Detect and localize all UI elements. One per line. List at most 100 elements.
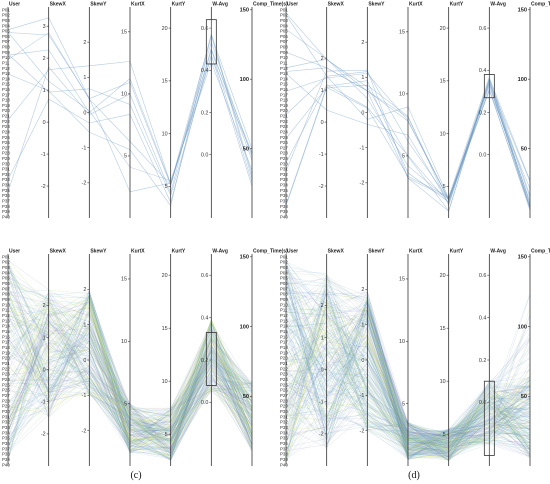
axis-skewx[interactable]: SkewX 2 1 0 -1 -2 bbox=[41, 249, 67, 467]
tick-label: -1 bbox=[360, 145, 365, 151]
axis-comp-time-s[interactable]: Comp_Time(s) 150 100 50 bbox=[240, 2, 288, 219]
axis-skewx[interactable]: SkewX 2 1 0 -1 -2 bbox=[319, 2, 345, 219]
user-tick-label: P17 bbox=[2, 92, 10, 97]
user-tick-label: P29 bbox=[2, 404, 10, 409]
tick-label: 15 bbox=[121, 30, 127, 36]
user-tick-label: P27 bbox=[280, 145, 288, 150]
axis-skewy[interactable]: SkewY 2 1 0 -1 -2 bbox=[360, 249, 386, 467]
axis-title: KurtX bbox=[131, 249, 145, 255]
user-tick-label: P18 bbox=[2, 345, 10, 350]
user-tick-label: P25 bbox=[2, 135, 10, 140]
axis-skewy[interactable]: SkewY 2 1 0 -1 -2 bbox=[360, 2, 386, 219]
axis-title: KurtX bbox=[409, 2, 423, 8]
axis-kurty[interactable]: KurtY 20 15 10 5 bbox=[162, 2, 186, 219]
axis-comp-time-s[interactable]: Comp_Time(s) 150 100 50 bbox=[240, 249, 288, 467]
user-tick-label: P05 bbox=[2, 276, 10, 281]
axis-title: SkewX bbox=[328, 249, 345, 255]
axis-user[interactable]: UserP01P02P03P04P05P06P07P08P09P10P11P12… bbox=[280, 2, 298, 220]
axis-kurtx[interactable]: KurtX 15 10 5 bbox=[399, 2, 423, 219]
user-tick-label: P12 bbox=[2, 66, 10, 71]
user-tick-label: P25 bbox=[280, 135, 288, 140]
axis-user[interactable]: UserP01P02P03P04P05P06P07P08P09P10P11P12… bbox=[2, 2, 20, 220]
axis-title: User bbox=[9, 249, 20, 255]
user-tick-label: P37 bbox=[2, 446, 10, 451]
axis-title: KurtY bbox=[172, 2, 186, 8]
axis-user[interactable]: UserP01P02P03P04P05P06P07P08P09P10P11P12… bbox=[280, 249, 298, 468]
user-tick-label: P37 bbox=[2, 198, 10, 203]
axis-skewy[interactable]: SkewY 2 1 0 -1 -2 bbox=[82, 249, 108, 467]
axis-skewy[interactable]: SkewY 2 1 0 -1 -2 bbox=[82, 2, 108, 219]
user-tick-label: P19 bbox=[2, 350, 10, 355]
axis-kurtx[interactable]: KurtX 15 10 5 bbox=[121, 249, 145, 467]
axis-w-avg[interactable]: W-Avg 0.6 0.4 0.2 0.0 bbox=[479, 2, 506, 219]
tick-label: 5 bbox=[402, 154, 405, 160]
tick-label: 2 bbox=[361, 40, 364, 46]
user-tick-label: P17 bbox=[280, 92, 288, 97]
axis-title: SkewY bbox=[368, 2, 385, 8]
user-tick-label: P06 bbox=[280, 34, 288, 39]
user-tick-label: P10 bbox=[2, 55, 10, 60]
axis-title: KurtY bbox=[450, 2, 464, 8]
user-tick-label: P34 bbox=[280, 183, 288, 188]
user-tick-label: P04 bbox=[280, 270, 288, 275]
axis-kurty[interactable]: KurtY 20 15 10 5 bbox=[162, 249, 186, 467]
user-tick-label: P13 bbox=[280, 318, 288, 323]
tick-label: 0.6 bbox=[201, 26, 209, 32]
tick-label: 0.0 bbox=[479, 153, 487, 159]
tick-label: 20 bbox=[440, 26, 446, 32]
brush-selection[interactable] bbox=[483, 74, 495, 99]
user-tick-label: P13 bbox=[2, 318, 10, 323]
axis-comp-time-s[interactable]: Comp_Time(s) 150 100 50 bbox=[518, 2, 550, 219]
brush-selection[interactable] bbox=[205, 19, 217, 65]
user-tick-label: P23 bbox=[2, 372, 10, 377]
axis-kurty[interactable]: KurtY 20 15 10 5 bbox=[440, 249, 464, 467]
axis-title: W-Avg bbox=[212, 249, 228, 255]
axis-title: KurtX bbox=[409, 249, 423, 255]
tick-label: 5 bbox=[443, 184, 446, 190]
user-tick-label: P21 bbox=[2, 361, 10, 366]
user-tick-label: P15 bbox=[2, 329, 10, 334]
user-tick-label: P23 bbox=[2, 124, 10, 129]
tick-label: 2 bbox=[321, 303, 324, 309]
axis-w-avg[interactable]: W-Avg 0.6 0.4 0.2 0.0 bbox=[479, 249, 506, 467]
user-tick-label: P35 bbox=[2, 436, 10, 441]
tick-label: -1 bbox=[319, 400, 324, 406]
tick-label: -1 bbox=[41, 152, 46, 158]
user-tick-label: P04 bbox=[2, 270, 10, 275]
axis-skewx[interactable]: SkewX 2 1 0 -1 -2 bbox=[319, 249, 345, 467]
user-tick-label: P24 bbox=[280, 377, 288, 382]
user-tick-label: P31 bbox=[2, 414, 10, 419]
axis-title: SkewY bbox=[90, 2, 107, 8]
axis-kurty[interactable]: KurtY 20 15 10 5 bbox=[440, 2, 464, 219]
user-tick-label: P24 bbox=[2, 129, 10, 134]
user-tick-label: P17 bbox=[280, 340, 288, 345]
axis-user[interactable]: UserP01P02P03P04P05P06P07P08P09P10P11P12… bbox=[2, 249, 20, 468]
tick-label: 150 bbox=[240, 255, 249, 261]
tick-label: -1 bbox=[82, 393, 87, 399]
tick-label: 20 bbox=[162, 273, 168, 279]
tick-label: -1 bbox=[41, 400, 46, 406]
axis-kurtx[interactable]: KurtX 15 10 5 bbox=[121, 2, 145, 219]
tick-label: -2 bbox=[360, 428, 365, 434]
axis-w-avg[interactable]: W-Avg 0.6 0.4 0.2 0.0 bbox=[201, 2, 228, 219]
user-tick-label: P29 bbox=[280, 404, 288, 409]
brush-selection[interactable] bbox=[483, 380, 495, 456]
axis-comp-time-s[interactable]: Comp_Time(s) 150 100 50 bbox=[518, 249, 550, 467]
tick-label: 15 bbox=[399, 277, 405, 283]
tick-label: 0.4 bbox=[201, 68, 209, 74]
axis-skewx[interactable]: SkewX 3 2 1 0 -1 -2 bbox=[41, 2, 67, 219]
user-tick-label: P33 bbox=[2, 425, 10, 430]
tick-label: 50 bbox=[243, 146, 249, 152]
tick-label: 10 bbox=[440, 379, 446, 385]
axis-w-avg[interactable]: W-Avg 0.6 0.4 0.2 0.0 bbox=[201, 249, 228, 467]
tick-label: 5 bbox=[165, 432, 168, 438]
axis-title: User bbox=[9, 2, 20, 8]
tick-label: 150 bbox=[518, 8, 527, 14]
user-tick-label: P05 bbox=[2, 29, 10, 34]
user-tick-label: P27 bbox=[2, 145, 10, 150]
axis-kurtx[interactable]: KurtX 15 10 5 bbox=[399, 249, 423, 467]
tick-label: 100 bbox=[240, 324, 249, 330]
tick-label: 5 bbox=[402, 401, 405, 407]
brush-selection[interactable] bbox=[205, 332, 217, 386]
